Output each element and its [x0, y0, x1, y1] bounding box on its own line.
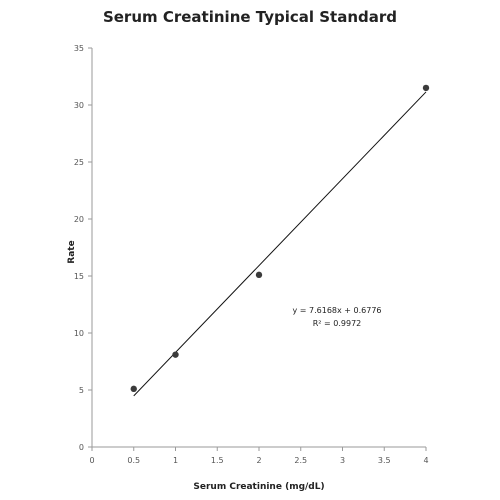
- y-tick-label: 10: [74, 329, 84, 338]
- data-point: [255, 271, 263, 279]
- x-tick-label: 2.5: [294, 456, 307, 465]
- trendline-equation: y = 7.6168x + 0.6776: [292, 306, 381, 315]
- x-axis-label: Serum Creatinine (mg/dL): [193, 482, 325, 492]
- y-tick-label: 15: [74, 272, 84, 281]
- chart-title: Serum Creatinine Typical Standard: [102, 8, 398, 26]
- x-tick-label: 0: [89, 456, 94, 465]
- data-point: [422, 84, 430, 92]
- data-point: [130, 385, 137, 393]
- y-tick-label: 35: [74, 44, 84, 53]
- x-tick-label: 4: [423, 456, 428, 465]
- r-squared-label: R² = 0.9972: [313, 319, 362, 328]
- y-tick-label: 30: [74, 101, 84, 110]
- x-tick-label: 3: [340, 456, 345, 465]
- x-tick-label: 1.5: [211, 456, 224, 465]
- x-tick-label: 2: [256, 456, 261, 465]
- x-tick-label: 1: [173, 456, 178, 465]
- y-tick-label: 5: [79, 386, 84, 395]
- y-tick-label: 25: [74, 158, 84, 167]
- data-point: [172, 351, 179, 358]
- x-tick-label: 3.5: [378, 456, 391, 465]
- y-tick-label: 0: [79, 443, 84, 452]
- trendline: [133, 91, 427, 397]
- y-tick-label: 20: [74, 215, 84, 224]
- x-tick-label: 0.5: [127, 456, 140, 465]
- y-axis-label: Rate: [67, 240, 77, 264]
